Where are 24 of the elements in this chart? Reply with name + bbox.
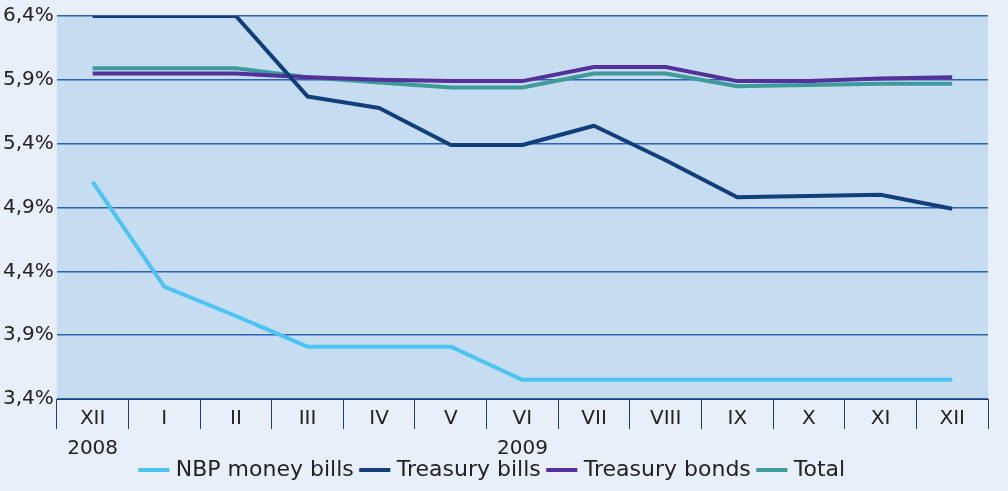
y-tick-label: 5,4% <box>3 129 54 154</box>
x-tick-label: V <box>443 405 458 430</box>
text: 2008 <box>67 435 119 460</box>
x-tick-label: VIII <box>649 405 682 430</box>
y-tick-label: 4,4% <box>3 257 54 282</box>
y-tick-label: 6,4% <box>3 2 54 27</box>
x-tick-label: IX <box>727 405 748 430</box>
x-tick-label: XII <box>79 405 106 430</box>
x-tick-label: IV <box>369 405 390 430</box>
x-tick-label: X <box>802 405 817 430</box>
y-tick-label: 3,9% <box>3 321 54 346</box>
x-tick-label: XI <box>870 405 891 430</box>
legend-label: Treasury bonds <box>582 455 751 481</box>
x-tick-label: I <box>161 405 168 430</box>
legend-label: NBP money bills <box>175 455 354 481</box>
x-tick-label: XII <box>939 405 965 430</box>
x-tick-label: II <box>229 405 242 430</box>
x-tick-label: VII <box>581 405 607 430</box>
y-tick-label: 3,4% <box>3 385 54 410</box>
y-tick-label: 5,9% <box>3 66 54 91</box>
x-tick-label: III <box>298 405 317 430</box>
y-tick-label: 4,9% <box>3 193 54 218</box>
x-tick-label: VI <box>512 405 533 430</box>
legend-label: Total <box>792 455 846 481</box>
